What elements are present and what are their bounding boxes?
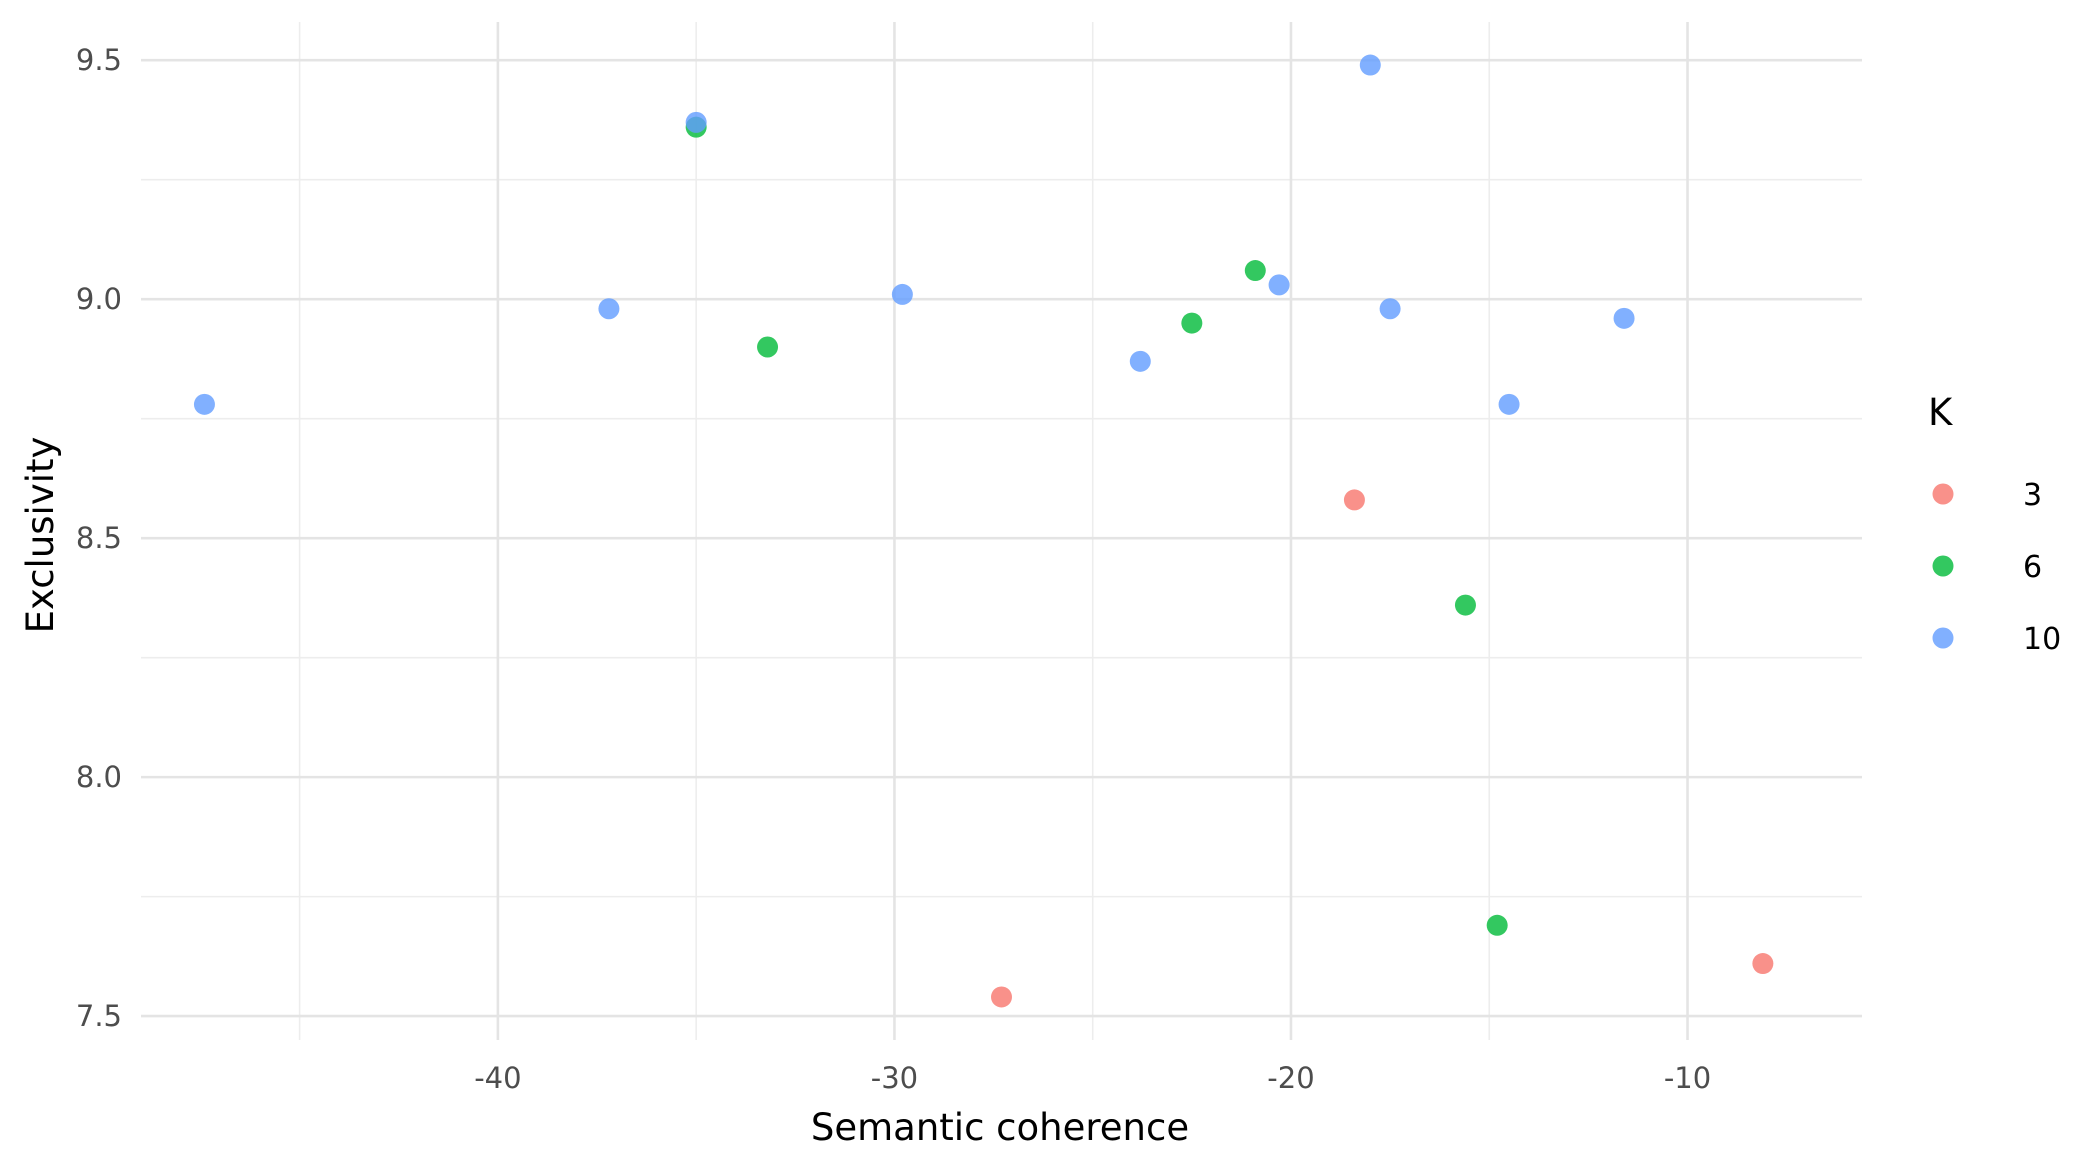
legend-key-k3 <box>1932 483 1954 505</box>
legend-key-k10 <box>1932 627 1954 649</box>
y-tick-label: 9.0 <box>76 282 122 316</box>
legend-label-k6: 6 <box>2023 550 2042 585</box>
data-point-k6 <box>1454 594 1476 616</box>
data-point-k10 <box>1359 54 1381 76</box>
data-point-k6 <box>1181 312 1203 334</box>
legend-title: K <box>1928 391 1954 434</box>
y-tick-label: 8.5 <box>76 521 122 555</box>
y-axis-ticks: 7.5 8.0 8.5 9.0 9.5 <box>76 43 122 1033</box>
y-axis-title: Exclusivity <box>19 437 62 634</box>
data-point-k10 <box>598 298 620 320</box>
x-tick-label: -40 <box>474 1061 521 1095</box>
data-point-k10 <box>891 283 913 305</box>
data-point-k6 <box>1244 260 1266 282</box>
y-tick-label: 8.0 <box>76 760 122 794</box>
data-point-k10 <box>1498 393 1520 415</box>
y-tick-label: 9.5 <box>76 43 122 77</box>
data-point-k6 <box>757 336 779 358</box>
data-point-k10 <box>1129 350 1151 372</box>
major-gridlines <box>141 22 1862 1040</box>
x-tick-label: -20 <box>1267 1061 1314 1095</box>
data-point-k10 <box>1613 307 1635 329</box>
data-point-k10 <box>1268 274 1290 296</box>
x-axis-title: Semantic coherence <box>811 1106 1189 1149</box>
data-point-k10 <box>193 393 215 415</box>
x-axis-ticks: -40 -30 -20 -10 <box>474 1061 1711 1095</box>
data-point-k6 <box>1486 914 1508 936</box>
legend-label-k3: 3 <box>2023 478 2042 513</box>
data-point-k10 <box>685 111 707 133</box>
y-tick-label: 7.5 <box>76 999 122 1033</box>
data-point-k3 <box>991 986 1012 1008</box>
x-tick-label: -10 <box>1664 1061 1711 1095</box>
x-tick-label: -30 <box>871 1061 918 1095</box>
legend-key-k6 <box>1932 555 1954 577</box>
minor-gridlines <box>141 22 1862 1040</box>
legend: K 3 6 10 <box>1928 391 2061 657</box>
data-point-k3 <box>1343 489 1365 511</box>
legend-label-k10: 10 <box>2023 622 2061 657</box>
data-point-k10 <box>1379 298 1401 320</box>
data-points <box>193 54 1774 1008</box>
data-point-k3 <box>1752 953 1774 975</box>
